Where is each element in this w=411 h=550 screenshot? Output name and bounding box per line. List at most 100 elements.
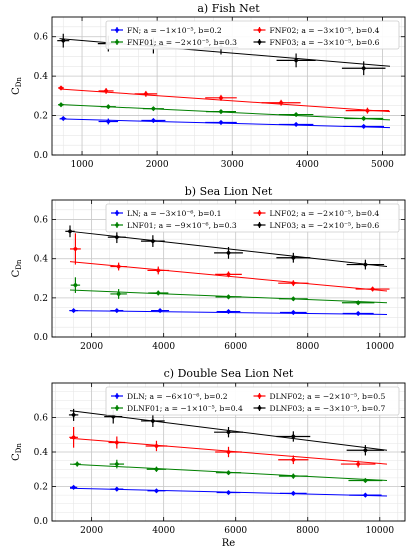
data-point [114,486,120,492]
x-tick-label: 1000 [71,160,94,170]
data-point [155,290,161,296]
panel-title: b) Sea Lion Net [185,185,273,198]
data-point [293,121,299,128]
legend-marker [114,405,120,411]
y-tick-label: 0.0 [34,517,49,527]
legend-label: FNF02; a = −3×10⁻⁵, b=0.4 [270,26,380,35]
data-point [153,466,160,472]
data-point [116,263,122,270]
data-point [364,108,371,114]
data-point [71,484,77,490]
x-tick-label: 6000 [224,526,247,536]
data-point [153,443,160,449]
fit-line-FN [59,118,390,129]
data-point [225,470,232,476]
data-point [361,123,367,130]
data-point [72,246,79,252]
legend-marker [257,210,262,216]
data-point [225,308,232,315]
data-point [225,271,232,277]
legend-label: LNF02; a = −2×10⁻⁵, b=0.4 [270,209,380,218]
y-axis-label: CDn [11,259,23,277]
x-tick-label: 5000 [371,160,394,170]
y-tick-label: 0.6 [34,216,49,226]
data-point [60,115,66,122]
legend-label: FNF03; a = −3×10⁻⁵, b=0.6 [270,38,380,47]
data-point [71,434,77,440]
data-point [225,449,232,455]
data-point [60,38,66,44]
data-point [362,477,368,484]
panel-2: b) Sea Lion Net 2000 4000 6000 8000 10000 0.0 0… [11,185,406,352]
data-point [290,457,296,463]
data-point [103,88,109,94]
data-point [290,433,296,440]
legend-marker [257,393,262,399]
series-LNF01 [69,277,388,306]
series-FN [59,115,390,130]
data-point [143,91,149,97]
data-point [155,267,161,274]
y-axis-label: CDn [11,77,23,95]
data-point [290,296,296,302]
data-point [105,118,111,125]
series-DLNF03 [68,408,388,456]
legend-label: FN; a = −1×10⁻⁵, b=0.2 [127,26,222,35]
legend-label: FNF01; a = −2×10⁻⁵, b=0.3 [127,38,237,47]
legend-marker [114,393,120,399]
data-point [114,439,120,446]
legend-marker [257,222,262,228]
y-tick-label: 0.2 [34,112,48,122]
x-tick-label: 4000 [152,342,175,352]
data-point [150,117,156,124]
series-FNF01 [58,102,391,122]
legend-label: LNF01; a = −9×10⁻⁶, b=0.3 [127,221,237,230]
x-axis-label: Re [222,538,236,549]
legend-box [105,386,400,416]
fit-line-FNF02 [59,88,391,113]
panel-title: c) Double Sea Lion Net [164,367,294,380]
data-point [150,106,156,112]
x-tick-label: 10000 [365,526,394,536]
legend-box [105,203,400,233]
data-point [362,447,368,453]
legend-marker [257,27,262,33]
data-point [362,261,368,268]
legend-label: LNF03; a = −2×10⁻⁵, b=0.6 [270,221,380,230]
x-tick-label: 2000 [80,526,103,536]
data-point [110,414,116,420]
legend-label: LN; a = −3×10⁻⁶, b=0.1 [127,209,222,218]
y-tick-label: 0.4 [34,72,49,82]
data-point [218,109,224,115]
y-axis-label: CDn [11,443,23,461]
series-LN [69,307,387,317]
data-point [369,286,376,292]
legend-box [105,20,400,50]
y-tick-label: 0.2 [34,483,48,493]
data-point [67,228,73,234]
legend-marker [114,210,120,216]
legend-label: DLNF03; a = −3×10⁻⁵, b=0.7 [270,404,386,413]
legend-label: DLNF01; a = −1×10⁻⁵, b=0.4 [127,404,243,413]
legend-marker [114,27,120,33]
data-point [290,255,296,261]
data-point [361,65,367,71]
x-tick-label: 2000 [146,160,169,170]
x-tick-label: 8000 [296,526,319,536]
data-point [71,412,77,418]
data-point [153,488,160,494]
data-point [116,291,122,297]
y-tick-label: 0.0 [34,151,49,161]
x-tick-label: 3000 [221,160,244,170]
legend: LN; a = −3×10⁻⁶, b=0.1 LNF01; a = −9×10⁻⁶… [105,203,400,233]
plot-frame [51,16,406,156]
data-point [225,489,232,496]
data-point [355,300,361,306]
data-point [290,473,296,479]
data-point [290,280,296,286]
data-point [290,490,296,496]
data-point [72,282,79,288]
x-tick-label: 4000 [296,160,319,170]
data-point [218,95,224,101]
